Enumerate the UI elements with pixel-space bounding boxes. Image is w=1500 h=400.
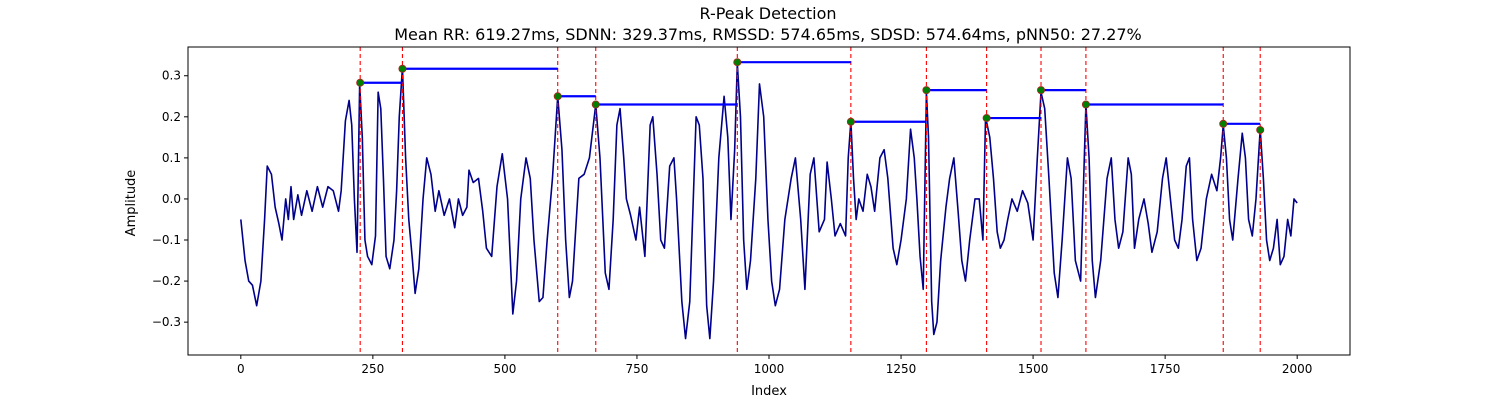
y-axis: −0.3 −0.2 −0.1 0.0 0.1 0.2 0.3: [152, 69, 188, 329]
x-tick-label-5: 1250: [886, 362, 917, 376]
x-axis-label: Index: [751, 384, 787, 399]
chart-title: R-Peak Detection: [699, 4, 836, 23]
peak-marker-0: [356, 78, 365, 87]
x-tick-label-3: 750: [626, 362, 649, 376]
axes-frame: [187, 46, 1351, 356]
peak-marker-4: [733, 58, 742, 67]
plot-area: [240, 47, 1298, 355]
x-tick-label-2: 500: [493, 362, 516, 376]
y-axis-label: Amplitude: [124, 170, 139, 237]
peak-marker-7: [982, 114, 991, 123]
y-tick-label-5: 0.2: [162, 110, 181, 124]
ecg-signal-line: [240, 62, 1298, 340]
peak-marker-11: [1256, 125, 1265, 134]
x-tick-label-6: 1500: [1018, 362, 1049, 376]
y-tick-label-4: 0.1: [162, 151, 181, 165]
peak-marker-6: [922, 86, 931, 95]
peak-marker-3: [591, 100, 600, 109]
y-tick-label-1: −0.2: [152, 274, 181, 288]
peak-marker-1: [398, 64, 407, 73]
x-axis: 0 250 500 750 1000 1250 1500 1750 2000: [237, 355, 1312, 376]
y-tick-label-6: 0.3: [162, 69, 181, 83]
peak-marker-8: [1037, 86, 1046, 95]
x-tick-label-0: 0: [237, 362, 245, 376]
y-tick-label-2: −0.1: [152, 233, 181, 247]
peak-marker-2: [553, 92, 562, 101]
peak-marker-9: [1081, 100, 1090, 109]
chart-subtitle: Mean RR: 619.27ms, SDNN: 329.37ms, RMSSD…: [394, 25, 1142, 44]
x-tick-label-7: 1750: [1150, 362, 1181, 376]
x-tick-label-8: 2000: [1282, 362, 1313, 376]
x-tick-label-4: 1000: [754, 362, 785, 376]
y-tick-label-3: 0.0: [162, 192, 181, 206]
y-tick-label-0: −0.3: [152, 315, 181, 329]
x-tick-label-1: 250: [361, 362, 384, 376]
peak-marker-5: [846, 117, 855, 126]
peak-marker-10: [1219, 119, 1228, 128]
